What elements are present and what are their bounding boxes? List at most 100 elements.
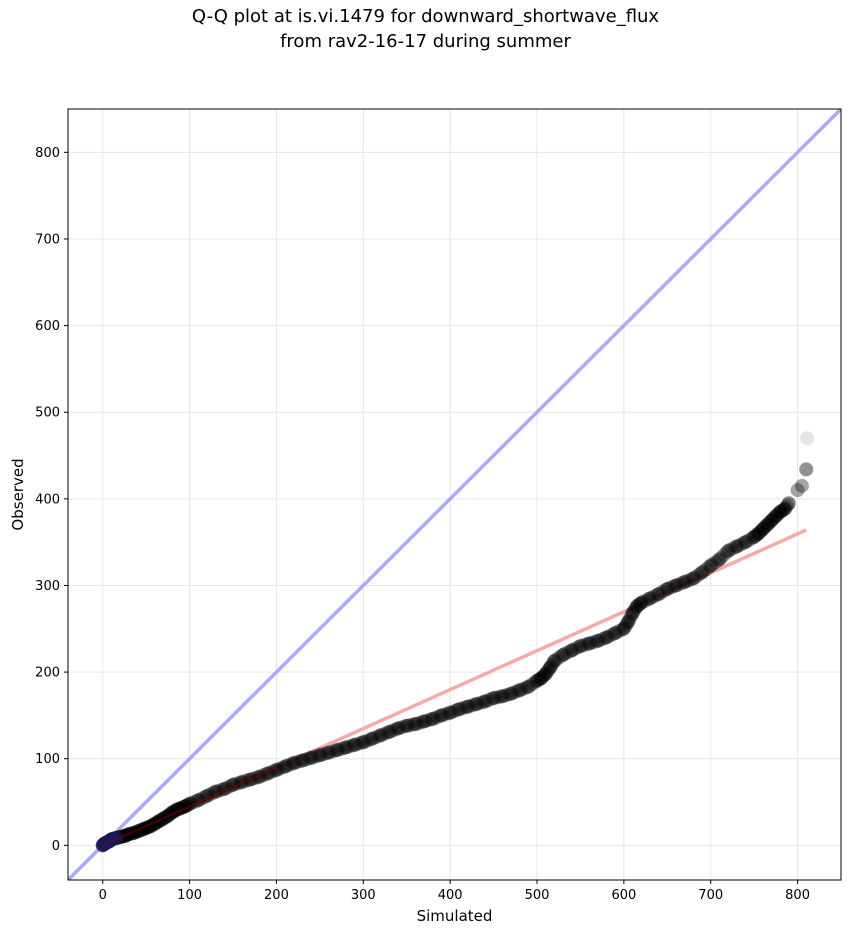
qq-point-dense xyxy=(563,644,578,659)
qq-point xyxy=(269,762,284,777)
qq-point-dense xyxy=(629,600,644,615)
qq-point-dense xyxy=(690,568,705,583)
qq-point-dense xyxy=(693,566,708,581)
qq-point-dense xyxy=(758,519,773,534)
qq-point xyxy=(373,728,388,743)
qq-point-dense xyxy=(589,634,604,649)
identity-line xyxy=(68,109,841,880)
qq-point xyxy=(538,666,553,681)
y-tick-label: 200 xyxy=(35,666,60,681)
qq-point-dense xyxy=(447,704,462,719)
qq-point-dense xyxy=(450,702,465,717)
qq-point xyxy=(391,721,406,736)
qq-point-dense xyxy=(340,740,355,755)
qq-point-dense xyxy=(749,528,764,543)
x-axis-label: Simulated xyxy=(417,907,493,925)
qq-point-dense xyxy=(609,625,624,640)
qq-point xyxy=(686,571,701,586)
qq-point-dense xyxy=(653,586,668,601)
qq-point-dense xyxy=(288,755,303,770)
qq-point-dense xyxy=(453,701,468,716)
qq-point-dense xyxy=(435,707,450,722)
qq-point-dense xyxy=(624,607,639,622)
qq-point-dense xyxy=(488,690,503,705)
qq-point-dense xyxy=(661,581,676,596)
qq-point-dense xyxy=(699,561,714,576)
plot-frame xyxy=(67,108,842,881)
qq-point xyxy=(521,679,536,694)
qq-point-dense xyxy=(540,663,555,678)
qq-point-dense xyxy=(514,682,529,697)
qq-point-dense xyxy=(430,710,445,725)
qq-point-dense xyxy=(619,618,634,633)
qq-point xyxy=(417,714,432,729)
qq-point-dense xyxy=(577,637,592,652)
qq-point-dense xyxy=(673,576,688,591)
qq-point-dense xyxy=(456,701,471,716)
qq-point-dense xyxy=(517,681,532,696)
qq-point xyxy=(347,737,362,752)
qq-point-dense xyxy=(418,714,433,729)
qq-point-dense xyxy=(511,683,526,698)
fit-line-overlay xyxy=(102,766,277,847)
qq-point-dense xyxy=(302,751,317,766)
qq-point xyxy=(534,671,549,686)
qq-point-dense xyxy=(378,726,393,741)
qq-point-dense xyxy=(583,636,598,651)
qq-point xyxy=(286,756,301,771)
qq-point xyxy=(599,630,614,645)
x-tick-label: 0 xyxy=(99,888,107,903)
qq-point-dense xyxy=(375,727,390,742)
qq-point xyxy=(629,599,644,614)
qq-point xyxy=(364,731,379,746)
qq-point-dense xyxy=(737,535,752,550)
qq-point-dense xyxy=(470,696,485,711)
qq-point-dense xyxy=(750,527,765,542)
qq-point-dense xyxy=(314,747,329,762)
qq-point-dense xyxy=(600,629,615,644)
qq-point xyxy=(625,606,640,621)
qq-point-dense xyxy=(598,631,613,646)
qq-point-dense xyxy=(294,753,309,768)
qq-point xyxy=(356,735,371,750)
qq-point-dense xyxy=(496,688,511,703)
qq-point xyxy=(208,784,223,799)
qq-point-dense xyxy=(346,738,361,753)
qq-point-dense xyxy=(508,685,523,700)
qq-point xyxy=(408,717,423,732)
y-tick-label: 100 xyxy=(35,752,60,767)
x-tick-label: 200 xyxy=(264,888,289,903)
qq-point-dense xyxy=(725,541,740,556)
qq-point-dense xyxy=(756,521,771,536)
qq-point xyxy=(573,639,588,654)
qq-point-dense xyxy=(528,674,543,689)
qq-point-dense xyxy=(505,686,520,701)
qq-point xyxy=(799,462,814,477)
qq-point xyxy=(443,705,458,720)
qq-point-dense xyxy=(305,750,320,765)
qq-point-dense xyxy=(337,740,352,755)
qq-point-dense xyxy=(401,718,416,733)
qq-point-dense xyxy=(389,721,404,736)
qq-point-dense xyxy=(499,688,514,703)
qq-point-dense xyxy=(438,707,453,722)
qq-point-dense xyxy=(734,537,749,552)
qq-point-dense xyxy=(747,529,762,544)
qq-point xyxy=(590,633,605,648)
qq-point-dense xyxy=(485,691,500,706)
qq-point-dense xyxy=(551,650,566,665)
qq-point-dense xyxy=(574,638,589,653)
qq-point-dense xyxy=(354,735,369,750)
qq-point-dense xyxy=(762,515,777,530)
qq-point-dense xyxy=(268,763,283,778)
qq-point xyxy=(304,750,319,765)
qq-point-dense xyxy=(311,748,326,763)
qq-point-dense xyxy=(617,620,632,635)
qq-point-dense xyxy=(545,657,560,672)
qq-point-dense xyxy=(462,699,477,714)
qq-point xyxy=(781,496,796,511)
y-axis-label: Observed xyxy=(9,458,27,530)
qq-point-dense xyxy=(532,672,547,687)
qq-point-dense xyxy=(696,564,711,579)
